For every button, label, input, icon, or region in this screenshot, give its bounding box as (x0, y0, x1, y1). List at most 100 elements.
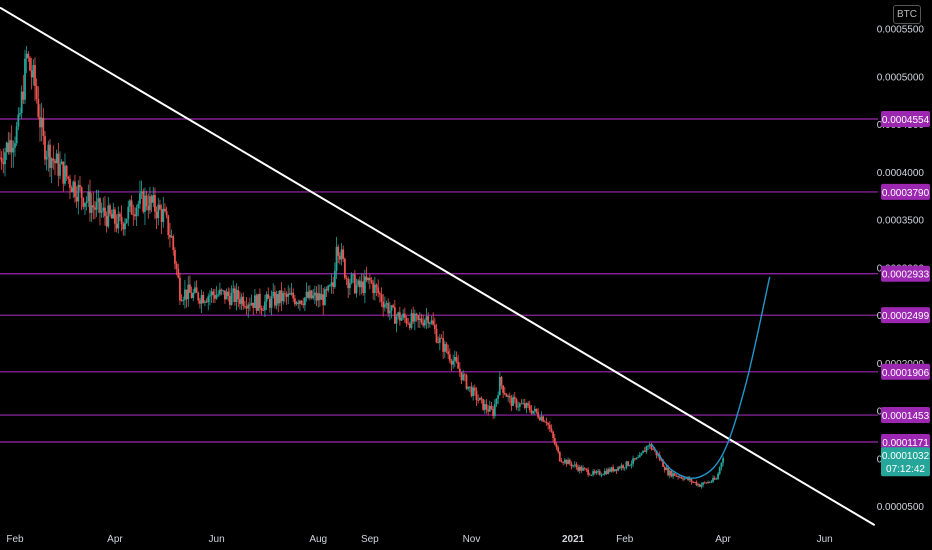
candle-body (363, 276, 366, 294)
candle-body (560, 461, 563, 463)
candle-body (357, 280, 360, 286)
candle-body (340, 249, 343, 260)
candle-body (690, 478, 693, 482)
candle-body (407, 323, 410, 325)
candle-body (600, 474, 603, 476)
candle-body (615, 469, 618, 471)
candle-body (54, 160, 56, 164)
candle-body (39, 117, 41, 128)
candle-body (373, 284, 376, 294)
candle-body (200, 294, 203, 304)
candle-body (498, 377, 501, 396)
candle-body (597, 471, 600, 472)
candle-body (272, 291, 275, 297)
candle-body (249, 304, 251, 306)
candle-body (69, 178, 71, 188)
candle-body (350, 274, 353, 283)
candle-body (234, 288, 236, 302)
candle-body (468, 386, 471, 388)
candle-body (74, 181, 76, 197)
candle-body (613, 469, 616, 472)
candle-body (95, 201, 98, 210)
x-tick-label: Jun (209, 534, 225, 545)
candle-body (378, 293, 381, 295)
candle-body (368, 277, 371, 281)
candle-body (647, 445, 649, 447)
candle-body (430, 320, 433, 324)
candle-body (204, 301, 206, 303)
candle-body (49, 144, 51, 168)
candle-body (683, 478, 686, 480)
candle-body (64, 165, 66, 184)
candle-body (552, 431, 555, 439)
candle-body (413, 313, 416, 322)
x-tick-label: Sep (361, 534, 379, 545)
candle-body (263, 301, 266, 311)
candle-body (44, 136, 46, 160)
candle-body (132, 214, 135, 216)
candle-body (152, 195, 155, 203)
candle-body (558, 451, 561, 462)
candle-body (7, 142, 10, 153)
candle-body (715, 478, 718, 480)
candle-body (82, 198, 85, 207)
current-price-label: 0.0001032 (882, 451, 930, 462)
candle-body (680, 476, 683, 479)
candle-body (235, 290, 238, 302)
candle-body (598, 471, 601, 475)
candle-body (557, 447, 560, 452)
candle-body (94, 207, 96, 210)
candle-body (232, 288, 235, 293)
candle-body (87, 191, 90, 202)
candle-body (229, 296, 231, 305)
candle-body (280, 290, 283, 302)
candle-body (475, 390, 478, 401)
candle-body (0, 157, 1, 159)
candle-body (667, 467, 669, 476)
candle-body (410, 313, 413, 328)
candle-body (443, 343, 446, 352)
candle-body (692, 481, 694, 483)
level-tag-label: 0.0004554 (882, 115, 930, 126)
trendline (0, 6, 876, 526)
candle-body (75, 196, 78, 202)
candle-body (92, 205, 95, 208)
candle-body (672, 473, 674, 477)
candle-body (139, 193, 141, 204)
candle-body (585, 468, 588, 470)
candle-body (278, 290, 281, 304)
candle-body (268, 298, 271, 308)
candle-body (239, 299, 241, 304)
level-tag (881, 363, 930, 380)
candle-body (483, 404, 486, 410)
candle-body (155, 211, 158, 219)
candle-body (184, 289, 186, 300)
candle-body (648, 444, 651, 446)
candle-body (548, 424, 551, 429)
candle-body (562, 462, 565, 463)
candle-body (323, 289, 326, 306)
candle-body (540, 416, 543, 421)
candle-body (487, 409, 490, 412)
candle-body (332, 282, 335, 287)
candle-body (47, 144, 50, 157)
candle-body (612, 467, 615, 472)
candle-body (575, 464, 578, 468)
candle-body (137, 203, 140, 208)
candle-body (528, 405, 531, 411)
candle-body (602, 474, 605, 476)
candle-body (352, 274, 355, 276)
candle-body (515, 399, 518, 408)
candle-body (568, 459, 571, 464)
candle-body (180, 300, 183, 302)
currency-badge[interactable]: BTC (893, 5, 921, 24)
candle-body (645, 446, 648, 452)
horizontal-levels (0, 118, 878, 443)
level-labels: 0.0004554 0.0003790 0.0002933 0.0002499 0.00… (881, 110, 930, 477)
candle-body (199, 300, 201, 304)
candle-body (513, 397, 516, 400)
candle-body (423, 320, 426, 326)
y-tick-label: 0.0000500 (877, 502, 925, 513)
candle-body (477, 400, 480, 401)
